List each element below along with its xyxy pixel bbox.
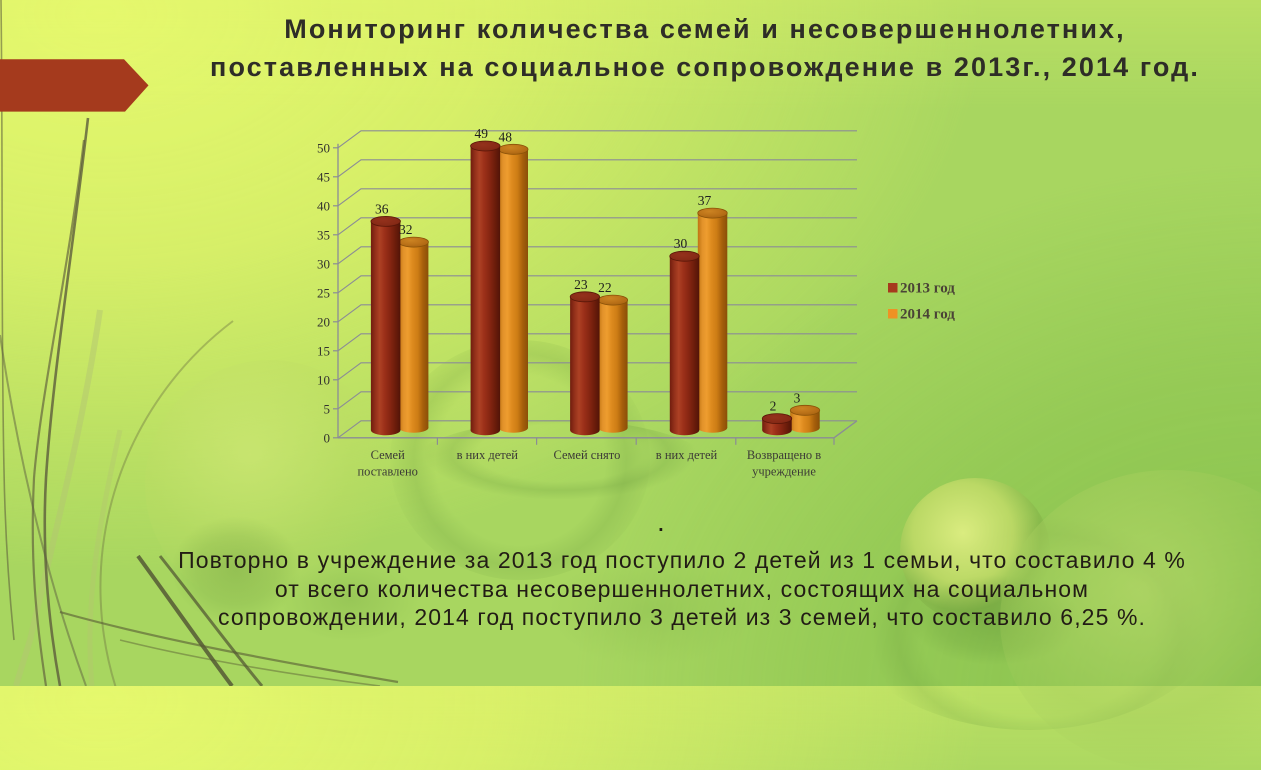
svg-text:учреждение: учреждение: [752, 465, 816, 479]
svg-text:поставлено: поставлено: [357, 465, 417, 479]
svg-text:2013 год: 2013 год: [900, 281, 955, 297]
svg-text:48: 48: [499, 129, 513, 144]
svg-text:в них детей: в них детей: [457, 448, 519, 462]
svg-text:32: 32: [399, 222, 413, 237]
svg-text:40: 40: [317, 198, 330, 213]
svg-text:5: 5: [324, 401, 331, 416]
svg-text:30: 30: [317, 256, 330, 271]
svg-text:45: 45: [317, 169, 330, 184]
svg-text:0: 0: [324, 430, 331, 445]
svg-text:30: 30: [674, 236, 688, 251]
svg-text:2014 год: 2014 год: [900, 307, 955, 323]
svg-text:Возвращено в: Возвращено в: [747, 448, 821, 462]
svg-text:3: 3: [794, 390, 801, 405]
svg-text:Семей: Семей: [371, 448, 405, 462]
svg-text:50: 50: [317, 140, 330, 155]
svg-text:22: 22: [598, 280, 612, 295]
svg-text:23: 23: [574, 277, 588, 292]
svg-text:15: 15: [317, 343, 330, 358]
svg-text:49: 49: [475, 126, 489, 141]
svg-text:36: 36: [375, 201, 389, 216]
svg-text:20: 20: [317, 314, 330, 329]
svg-text:в них детей: в них детей: [656, 448, 718, 462]
svg-text:25: 25: [317, 285, 330, 300]
svg-text:10: 10: [317, 372, 330, 387]
svg-text:Семей снято: Семей снято: [553, 448, 620, 462]
svg-text:2: 2: [770, 399, 777, 414]
svg-text:35: 35: [317, 227, 330, 242]
svg-text:37: 37: [698, 193, 712, 208]
